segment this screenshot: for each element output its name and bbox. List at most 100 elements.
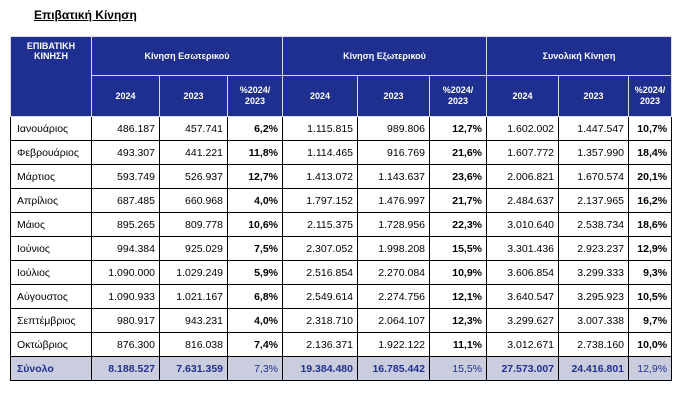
pct-cell: 20,1% [628, 164, 673, 189]
pct-cell: 10,0% [628, 332, 673, 357]
month-cell: Ιούνιος [10, 236, 92, 261]
pct-cell: 21,7% [428, 188, 488, 213]
pct-cell: 12,3% [428, 308, 488, 333]
value-cell: 2.738.160 [558, 332, 630, 357]
pct-cell: 12,7% [428, 116, 488, 141]
value-cell: 3.012.671 [486, 332, 560, 357]
value-cell: 3.295.923 [558, 284, 630, 309]
value-cell: 2.318.710 [282, 308, 358, 333]
value-cell: 1.143.637 [357, 164, 430, 189]
value-cell: 916.769 [357, 140, 430, 165]
pct-cell: 10,6% [227, 212, 283, 237]
value-cell: 1.357.990 [558, 140, 630, 165]
month-cell: Μάρτιος [10, 164, 92, 189]
value-cell: 1.670.574 [558, 164, 630, 189]
month-cell: Φεβρουάριος [10, 140, 92, 165]
value-cell: 687.485 [91, 188, 160, 213]
value-cell: 1.998.208 [357, 236, 430, 261]
value-cell: 2.549.614 [282, 284, 358, 309]
value-cell: 526.937 [159, 164, 228, 189]
total-row: Σύνολο 8.188.527 7.631.359 7,3% 19.384.4… [10, 356, 673, 381]
pct-cell: 5,9% [227, 260, 283, 285]
value-cell: 1.602.002 [486, 116, 560, 141]
pct-cell: 11,1% [428, 332, 488, 357]
total-cell: 16.785.442 [357, 356, 430, 381]
group-header-international: Κίνηση Εξωτερικού [281, 36, 488, 76]
pct-cell: 6,8% [227, 284, 283, 309]
total-cell: 7,3% [227, 356, 283, 381]
pct-cell: 10,5% [628, 284, 673, 309]
pct-cell: 12,9% [628, 236, 673, 261]
table-row: Ιούνιος 994.384 925.029 7,5% 2.307.052 1.998.… [10, 236, 673, 261]
month-cell: Αύγουστος [10, 284, 92, 309]
total-label: Σύνολο [10, 356, 92, 381]
pct-cell: 21,6% [428, 140, 488, 165]
subcol-2024: 2024 [486, 75, 560, 117]
subcol-2023: 2023 [357, 75, 430, 117]
value-cell: 816.038 [159, 332, 228, 357]
value-cell: 1.476.997 [357, 188, 430, 213]
row-label-header: ΕΠΙΒΑΤΙΚΗ ΚΙΝΗΣΗ [10, 36, 92, 117]
pct-cell: 10,9% [428, 260, 488, 285]
table-row: Μάιος 895.265 809.778 10,6% 2.115.375 1.728.9… [10, 212, 673, 237]
pct-cell: 7,4% [227, 332, 283, 357]
value-cell: 1.115.815 [282, 116, 358, 141]
group-header-domestic: Κίνηση Εσωτερικού [91, 36, 283, 76]
value-cell: 3.299.627 [486, 308, 560, 333]
total-cell: 8.188.527 [91, 356, 160, 381]
value-cell: 1.029.249 [159, 260, 228, 285]
table-row: Σεπτέμβριος 980.917 943.231 4,0% 2.318.710 2.… [10, 308, 673, 333]
value-cell: 925.029 [159, 236, 228, 261]
table-row: Οκτώβριος 876.300 816.038 7,4% 2.136.371 1.92… [10, 332, 673, 357]
subcol-2023: 2023 [159, 75, 228, 117]
month-cell: Μάιος [10, 212, 92, 237]
pct-cell: 18,4% [628, 140, 673, 165]
value-cell: 1.413.072 [282, 164, 358, 189]
subcol-pct: %2024/ 2023 [628, 75, 673, 117]
value-cell: 2.006.821 [486, 164, 560, 189]
table-row: Αύγουστος 1.090.933 1.021.167 6,8% 2.549.614… [10, 284, 673, 309]
value-cell: 493.307 [91, 140, 160, 165]
pct-cell: 11,8% [227, 140, 283, 165]
value-cell: 994.384 [91, 236, 160, 261]
passenger-traffic-table: ΕΠΙΒΑΤΙΚΗ ΚΙΝΗΣΗ Κίνηση Εσωτερικού Κίνησ… [10, 36, 673, 381]
value-cell: 1.114.465 [282, 140, 358, 165]
subcol-pct: %2024/ 2023 [227, 75, 283, 117]
subcol-2024: 2024 [282, 75, 358, 117]
value-cell: 1.728.956 [357, 212, 430, 237]
total-cell: 12,9% [628, 356, 673, 381]
month-cell: Ιούλιος [10, 260, 92, 285]
value-cell: 2.923.237 [558, 236, 630, 261]
header-row-subcols: 2024 2023 %2024/ 2023 2024 2023 %2024/ 2… [11, 75, 673, 117]
value-cell: 943.231 [159, 308, 228, 333]
total-cell: 27.573.007 [486, 356, 560, 381]
table-row: Ιούλιος 1.090.000 1.029.249 5,9% 2.516.854 2.… [10, 260, 673, 285]
value-cell: 2.137.965 [558, 188, 630, 213]
total-cell: 24.416.801 [558, 356, 630, 381]
pct-cell: 4,0% [227, 188, 283, 213]
value-cell: 876.300 [91, 332, 160, 357]
subcol-2023: 2023 [558, 75, 630, 117]
pct-cell: 6,2% [227, 116, 283, 141]
value-cell: 3.301.436 [486, 236, 560, 261]
subcol-2024: 2024 [91, 75, 160, 117]
pct-cell: 23,6% [428, 164, 488, 189]
value-cell: 3.606.854 [486, 260, 560, 285]
page-title: Επιβατική Κίνηση [34, 8, 137, 22]
total-cell: 19.384.480 [282, 356, 358, 381]
value-cell: 2.307.052 [282, 236, 358, 261]
pct-cell: 9,3% [628, 260, 673, 285]
value-cell: 2.064.107 [357, 308, 430, 333]
value-cell: 989.806 [357, 116, 430, 141]
table-row: Απρίλιος 687.485 660.968 4,0% 1.797.152 1.476… [10, 188, 673, 213]
value-cell: 2.538.734 [558, 212, 630, 237]
value-cell: 486.187 [91, 116, 160, 141]
subcol-pct: %2024/ 2023 [428, 75, 488, 117]
value-cell: 3.299.333 [558, 260, 630, 285]
pct-cell: 10,7% [628, 116, 673, 141]
value-cell: 2.270.084 [357, 260, 430, 285]
value-cell: 895.265 [91, 212, 160, 237]
group-header-total: Συνολική Κίνηση [486, 36, 673, 76]
total-cell: 7.631.359 [159, 356, 228, 381]
